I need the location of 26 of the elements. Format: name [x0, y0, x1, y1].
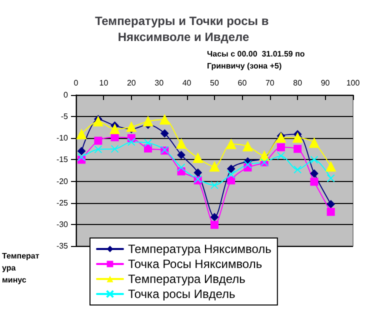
y-tick-label: 0	[64, 90, 69, 100]
x-tick-label: 40	[182, 78, 192, 88]
y-tick-label: -25	[56, 198, 69, 208]
x-tick-label: 0	[74, 78, 79, 88]
x-tick-label: 50	[210, 78, 220, 88]
x-tick-label: 80	[293, 78, 303, 88]
y-tick-label: -10	[56, 134, 69, 143]
y-axis-title: Температура минус	[2, 252, 40, 284]
x-tick-label: 10	[99, 78, 109, 88]
x-tick-label: 30	[154, 78, 164, 88]
y-tick-label: -30	[56, 220, 69, 229]
x-tick-label: 70	[265, 78, 275, 88]
x-tick-label: 100	[346, 78, 360, 88]
legend-label: Температура Няксимволь	[128, 242, 272, 256]
x-tick-label: 60	[238, 78, 248, 88]
legend-label: Точка росы Ивдель	[128, 287, 236, 301]
chart-title: Температуры и Точки росы в Няксимволе и Ивделе	[94, 14, 272, 44]
x-axis-title: Часы с 00.00 31.01.59 по Гринвичу (зона +5)	[207, 50, 308, 70]
legend-label: Точка Росы Няксимволь	[128, 257, 262, 271]
y-tick-label: -20	[56, 176, 69, 186]
x-tick-label: 20	[126, 78, 136, 88]
legend-label: Температура Ивдель	[128, 272, 246, 286]
y-tick-label: -15	[56, 155, 69, 164]
y-tick-label: -35	[56, 242, 69, 250]
y-tick-label: -5	[60, 112, 69, 122]
x-tick-label: 90	[320, 78, 330, 88]
